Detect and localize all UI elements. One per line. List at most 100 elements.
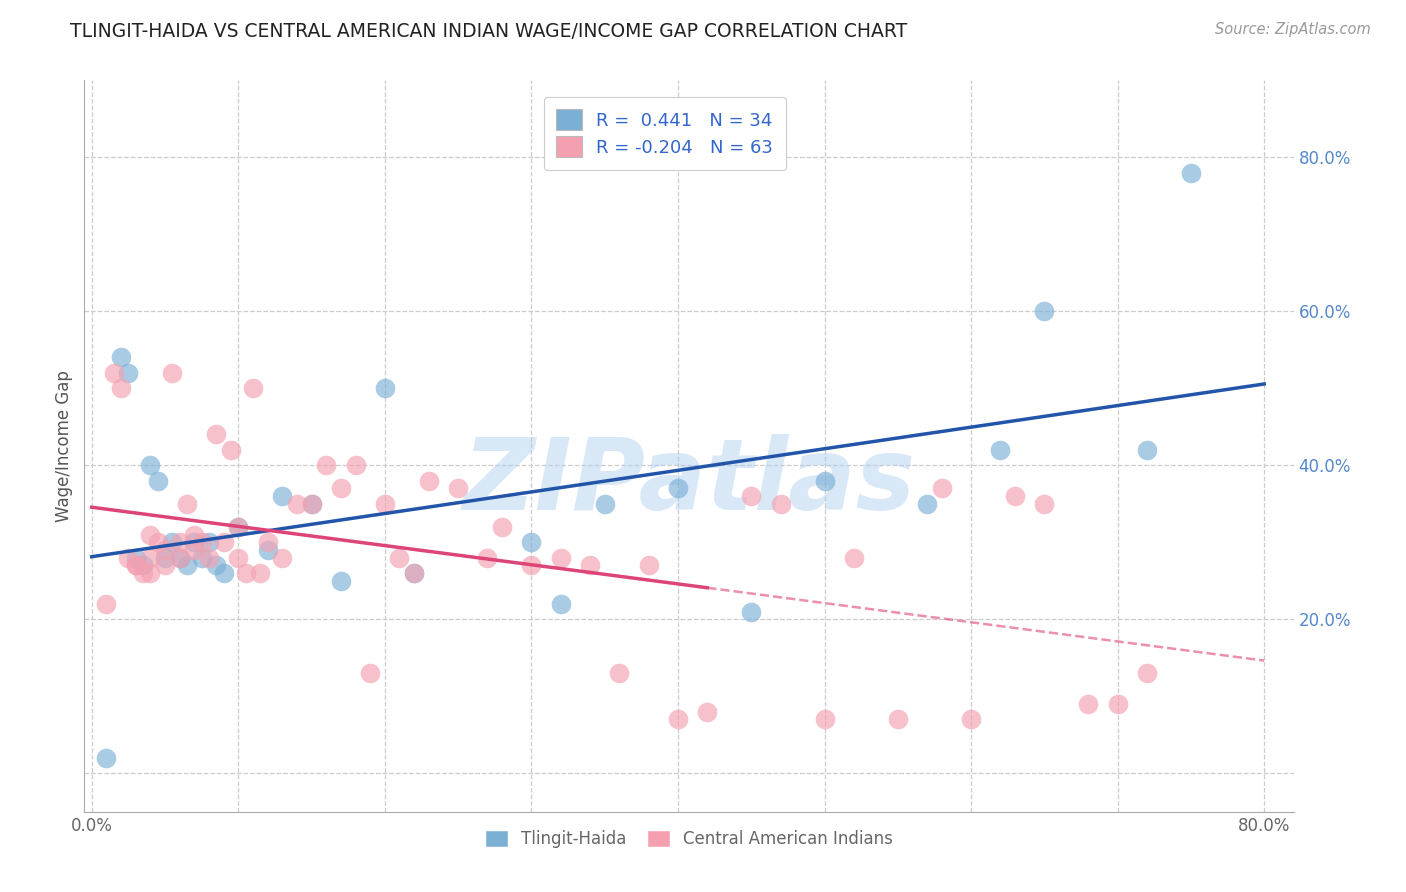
Point [198, 535, 221, 549]
Point [139, 566, 162, 580]
Text: TLINGIT-HAIDA VS CENTRAL AMERICAN INDIAN WAGE/INCOME GAP CORRELATION CHART: TLINGIT-HAIDA VS CENTRAL AMERICAN INDIAN… [70, 22, 907, 41]
Point [550, 550, 572, 565]
Point [374, 381, 396, 395]
Point [813, 474, 835, 488]
Point [124, 558, 146, 573]
Point [190, 535, 212, 549]
Point [190, 550, 212, 565]
Point [593, 497, 616, 511]
Point [960, 712, 983, 726]
Point [477, 550, 499, 565]
Point [359, 666, 381, 681]
Point [842, 550, 865, 565]
Point [176, 558, 198, 573]
Point [153, 550, 176, 565]
Point [124, 550, 146, 565]
Point [579, 558, 602, 573]
Point [329, 481, 352, 495]
Text: ZIPatlas: ZIPatlas [463, 434, 915, 531]
Point [169, 535, 191, 549]
Point [183, 527, 205, 541]
Point [117, 366, 139, 380]
Point [388, 550, 411, 565]
Point [235, 566, 257, 580]
Point [344, 458, 367, 473]
Point [285, 497, 308, 511]
Point [96, 751, 118, 765]
Point [666, 481, 689, 495]
Point [329, 574, 352, 588]
Point [212, 535, 235, 549]
Point [931, 481, 953, 495]
Point [226, 520, 249, 534]
Point [769, 497, 792, 511]
Point [404, 566, 426, 580]
Point [242, 381, 264, 395]
Point [271, 489, 294, 503]
Point [183, 543, 205, 558]
Text: Source: ZipAtlas.com: Source: ZipAtlas.com [1215, 22, 1371, 37]
Point [637, 558, 659, 573]
Point [198, 550, 221, 565]
Point [813, 712, 835, 726]
Point [447, 481, 470, 495]
Point [374, 497, 396, 511]
Point [256, 535, 278, 549]
Point [740, 489, 762, 503]
Point [146, 474, 169, 488]
Point [520, 558, 543, 573]
Point [990, 442, 1012, 457]
Point [1033, 497, 1056, 511]
Point [1180, 166, 1202, 180]
Point [226, 520, 249, 534]
Point [1033, 304, 1056, 318]
Point [205, 427, 228, 442]
Point [124, 558, 146, 573]
Point [169, 550, 191, 565]
Point [205, 558, 228, 573]
Point [153, 543, 176, 558]
Point [887, 712, 910, 726]
Point [162, 366, 184, 380]
Point [169, 550, 191, 565]
Point [666, 712, 689, 726]
Point [249, 566, 271, 580]
Point [212, 566, 235, 580]
Point [139, 458, 162, 473]
Point [271, 550, 294, 565]
Y-axis label: Wage/Income Gap: Wage/Income Gap [55, 370, 73, 522]
Point [162, 535, 184, 549]
Point [1107, 697, 1129, 711]
Point [740, 605, 762, 619]
Point [696, 705, 718, 719]
Point [110, 381, 132, 395]
Legend: Tlingit-Haida, Central American Indians: Tlingit-Haida, Central American Indians [478, 823, 900, 855]
Point [132, 566, 155, 580]
Point [418, 474, 440, 488]
Point [520, 535, 543, 549]
Point [96, 597, 118, 611]
Point [607, 666, 630, 681]
Point [915, 497, 938, 511]
Point [110, 351, 132, 365]
Point [153, 558, 176, 573]
Point [139, 527, 162, 541]
Point [301, 497, 323, 511]
Point [1004, 489, 1026, 503]
Point [183, 535, 205, 549]
Point [146, 535, 169, 549]
Point [103, 366, 125, 380]
Point [1136, 666, 1159, 681]
Point [226, 550, 249, 565]
Point [1077, 697, 1099, 711]
Point [404, 566, 426, 580]
Point [219, 442, 242, 457]
Point [301, 497, 323, 511]
Point [256, 543, 278, 558]
Point [117, 550, 139, 565]
Point [132, 558, 155, 573]
Point [491, 520, 513, 534]
Point [1136, 442, 1159, 457]
Point [550, 597, 572, 611]
Point [139, 550, 162, 565]
